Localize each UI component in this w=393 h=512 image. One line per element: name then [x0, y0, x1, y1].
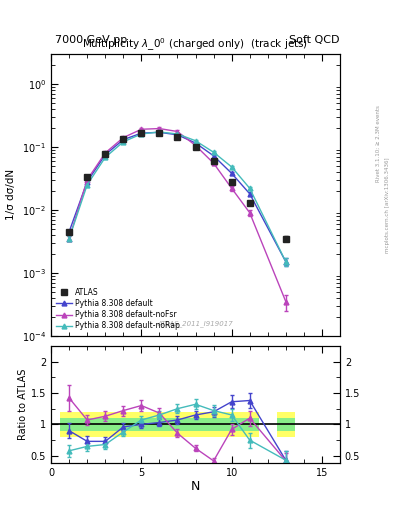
Y-axis label: 1/σ dσ/dN: 1/σ dσ/dN: [6, 169, 17, 220]
Text: mcplots.cern.ch [arXiv:1306.3436]: mcplots.cern.ch [arXiv:1306.3436]: [385, 157, 389, 252]
Text: 7000 GeV pp: 7000 GeV pp: [55, 35, 127, 45]
Text: Rivet 3.1.10; ≥ 2.3M events: Rivet 3.1.10; ≥ 2.3M events: [376, 105, 380, 182]
Text: ATLAS_2011_I919017: ATLAS_2011_I919017: [158, 321, 233, 327]
Legend: ATLAS, Pythia 8.308 default, Pythia 8.308 default-noFsr, Pythia 8.308 default-no: ATLAS, Pythia 8.308 default, Pythia 8.30…: [55, 286, 181, 332]
Title: Multiplicity $\lambda\_0^0$ (charged only)  (track jets): Multiplicity $\lambda\_0^0$ (charged onl…: [83, 36, 309, 53]
Text: Soft QCD: Soft QCD: [290, 35, 340, 45]
Y-axis label: Ratio to ATLAS: Ratio to ATLAS: [18, 369, 28, 440]
X-axis label: N: N: [191, 480, 200, 493]
